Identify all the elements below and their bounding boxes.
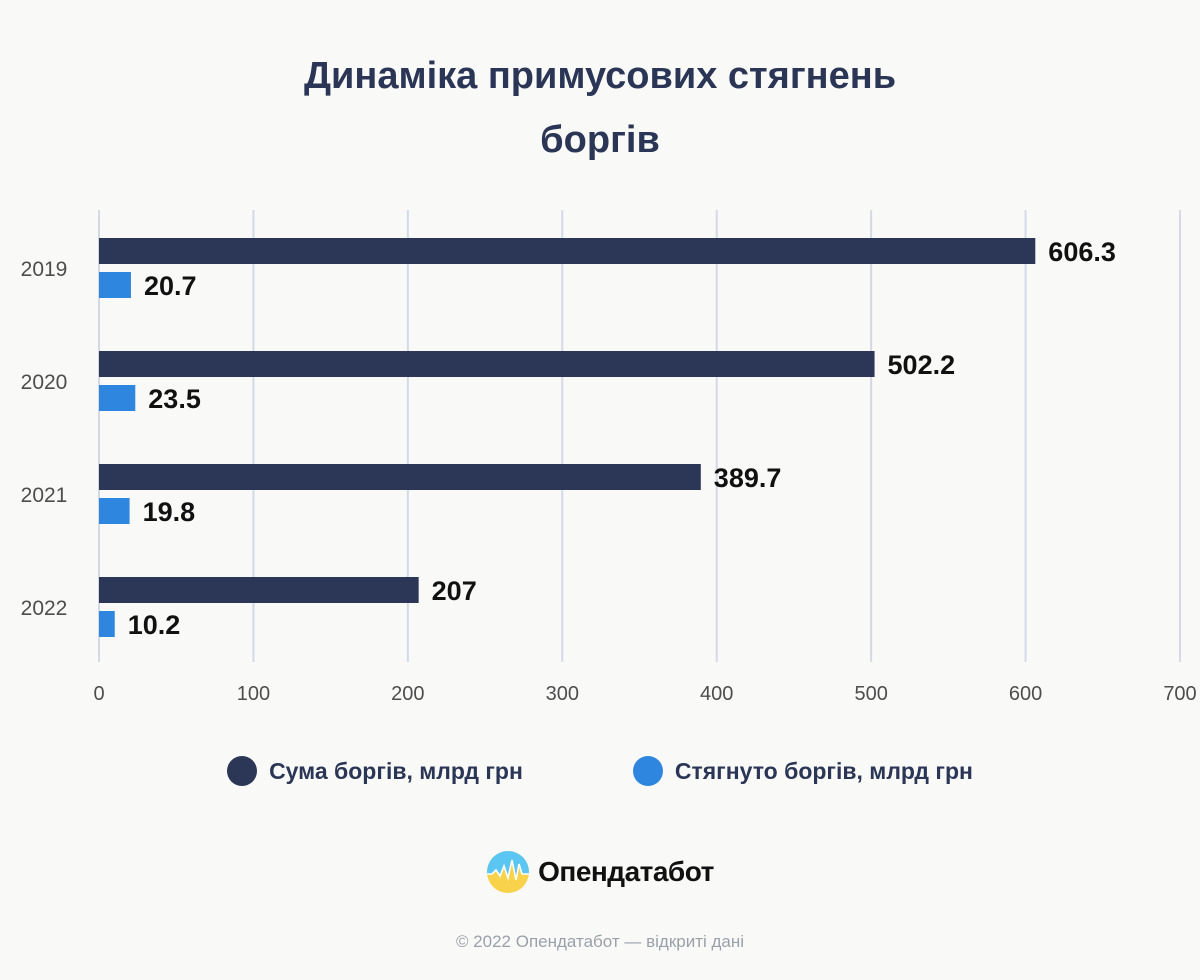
data-label-debt-2022: 207 <box>432 576 477 606</box>
legend-label-collected: Стягнуто боргів, млрд грн <box>674 757 973 784</box>
brand-logo[interactable]: Опендатабот <box>0 850 1200 894</box>
bar-collected-2019[interactable] <box>99 272 131 298</box>
x-tick-label-600: 600 <box>1009 683 1042 705</box>
legend-marker-collected <box>632 756 663 786</box>
brand-name: Опендатабот <box>538 856 714 887</box>
x-tick-label-500: 500 <box>854 683 887 705</box>
data-label-collected-2019: 20.7 <box>144 271 197 301</box>
x-tick-label-0: 0 <box>93 683 104 705</box>
bar-debt-2020[interactable] <box>99 351 875 377</box>
x-tick-label-400: 400 <box>700 683 733 705</box>
y-tick-label-2021: 2021 <box>21 484 68 507</box>
bar-debt-2021[interactable] <box>99 464 701 490</box>
data-label-debt-2019: 606.3 <box>1048 237 1116 267</box>
data-label-debt-2020: 502.2 <box>888 350 956 380</box>
legend-item-debt[interactable]: Сума боргів, млрд грн <box>227 756 523 786</box>
legend-marker-debt <box>227 756 258 786</box>
x-tick-label-100: 100 <box>237 683 270 705</box>
data-label-collected-2021: 19.8 <box>143 497 196 527</box>
data-label-debt-2021: 389.7 <box>714 463 782 493</box>
x-tick-label-300: 300 <box>546 683 579 705</box>
bar-collected-2022[interactable] <box>99 611 115 637</box>
bar-debt-2022[interactable] <box>99 577 419 603</box>
copyright-footer: © 2022 Опендатабот — відкриті дані <box>455 932 745 951</box>
chart-legend: Сума боргів, млрд грн Стягнуто боргів, м… <box>0 756 1200 786</box>
y-tick-label-2020: 2020 <box>21 371 68 394</box>
x-tick-label-700: 700 <box>1163 683 1196 705</box>
x-tick-label-200: 200 <box>391 683 424 705</box>
bar-collected-2021[interactable] <box>99 498 130 524</box>
data-label-collected-2022: 10.2 <box>128 610 181 640</box>
legend-label-debt: Сума боргів, млрд грн <box>269 757 523 784</box>
chart-title: Динаміка примусових стягнень боргів <box>303 55 897 161</box>
bar-debt-2019[interactable] <box>99 238 1036 264</box>
data-label-collected-2020: 23.5 <box>148 384 201 414</box>
y-tick-label-2019: 2019 <box>21 258 68 281</box>
legend-item-collected[interactable]: Стягнуто боргів, млрд грн <box>632 756 973 786</box>
bar-chart: 0 100 200 300 400 500 600 700 2019 606.3 20.7 2020 5… <box>21 210 1197 705</box>
y-tick-label-2022: 2022 <box>21 597 68 620</box>
bar-collected-2020[interactable] <box>99 385 136 411</box>
opendatabot-logo-icon <box>487 851 530 893</box>
